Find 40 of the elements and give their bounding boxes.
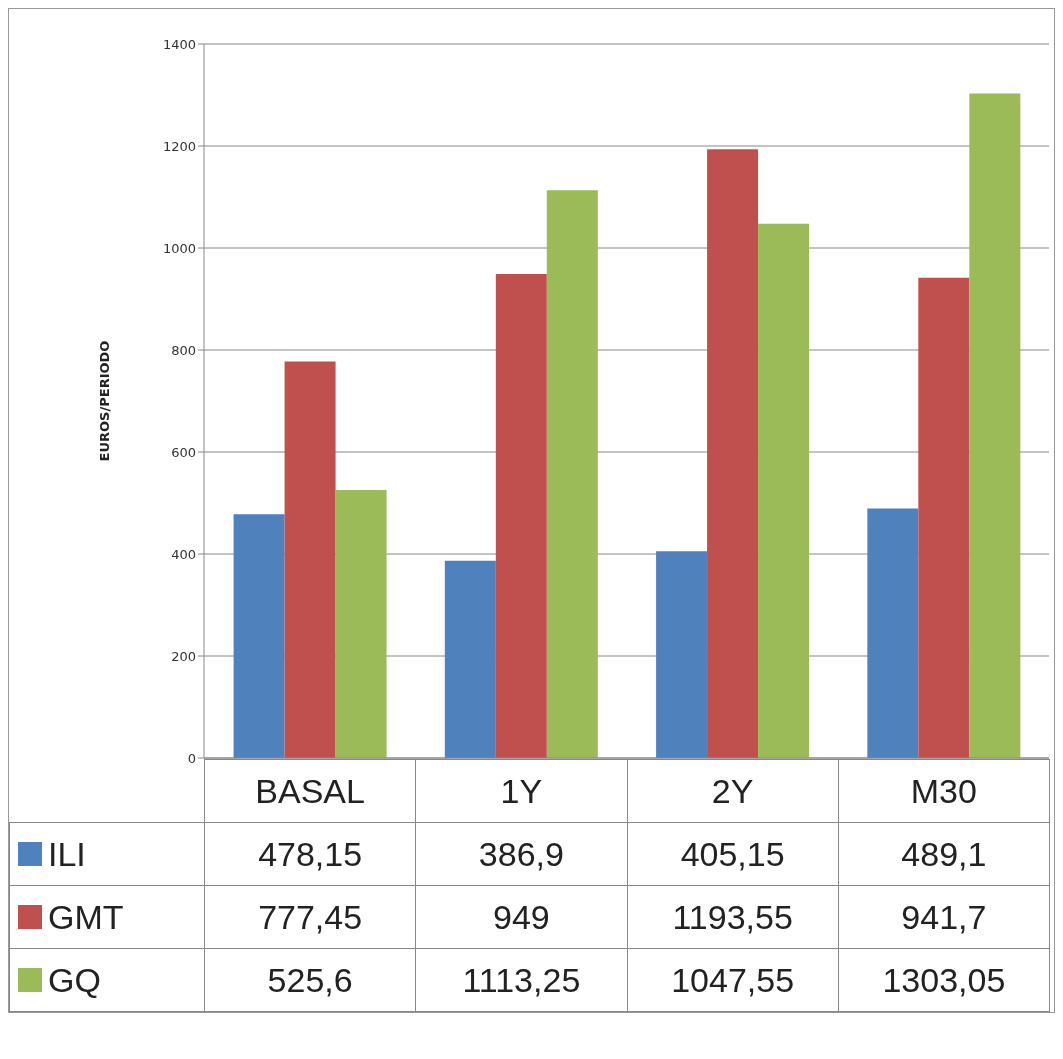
legend-label: ILI <box>48 834 86 873</box>
bar <box>335 489 387 758</box>
bar <box>495 274 547 758</box>
data-label: 949 <box>415 885 627 949</box>
data-label: 941,7 <box>838 885 1050 949</box>
y-tick-label: 800 <box>171 342 196 358</box>
x-tick-label: M30 <box>838 759 1050 823</box>
y-tick-label: 200 <box>171 648 196 664</box>
data-label: 1113,25 <box>415 948 627 1012</box>
y-tick-label: 600 <box>171 444 196 460</box>
y-tick-label: 0 <box>187 750 196 766</box>
y-tick-label: 1200 <box>162 138 196 154</box>
data-label: 525,6 <box>204 948 416 1012</box>
data-label: 1047,55 <box>627 948 839 1012</box>
x-tick-label: 2Y <box>627 759 839 823</box>
y-tick-label: 1000 <box>162 240 196 256</box>
y-tick-label: 1400 <box>162 36 196 52</box>
bar <box>444 560 496 758</box>
data-label: 1193,55 <box>627 885 839 949</box>
x-tick-label: 1Y <box>415 759 627 823</box>
bar <box>284 361 336 758</box>
data-label: 1303,05 <box>838 948 1050 1012</box>
legend-label: GQ <box>48 960 101 999</box>
data-label: 478,15 <box>204 822 416 886</box>
bar <box>969 93 1021 758</box>
x-tick-label: BASAL <box>204 759 416 823</box>
legend-label: GMT <box>48 897 124 936</box>
bar <box>546 190 598 758</box>
data-label: 405,15 <box>627 822 839 886</box>
bar <box>867 508 919 758</box>
data-label: 489,1 <box>838 822 1050 886</box>
bar <box>233 514 285 758</box>
data-label: 777,45 <box>204 885 416 949</box>
y-axis-title: EUROS/PERIODO <box>96 340 112 462</box>
data-label: 386,9 <box>415 822 627 886</box>
bar <box>656 551 708 758</box>
y-tick-label: 400 <box>171 546 196 562</box>
bar <box>758 223 810 758</box>
bar <box>707 149 759 758</box>
bar <box>918 277 970 758</box>
